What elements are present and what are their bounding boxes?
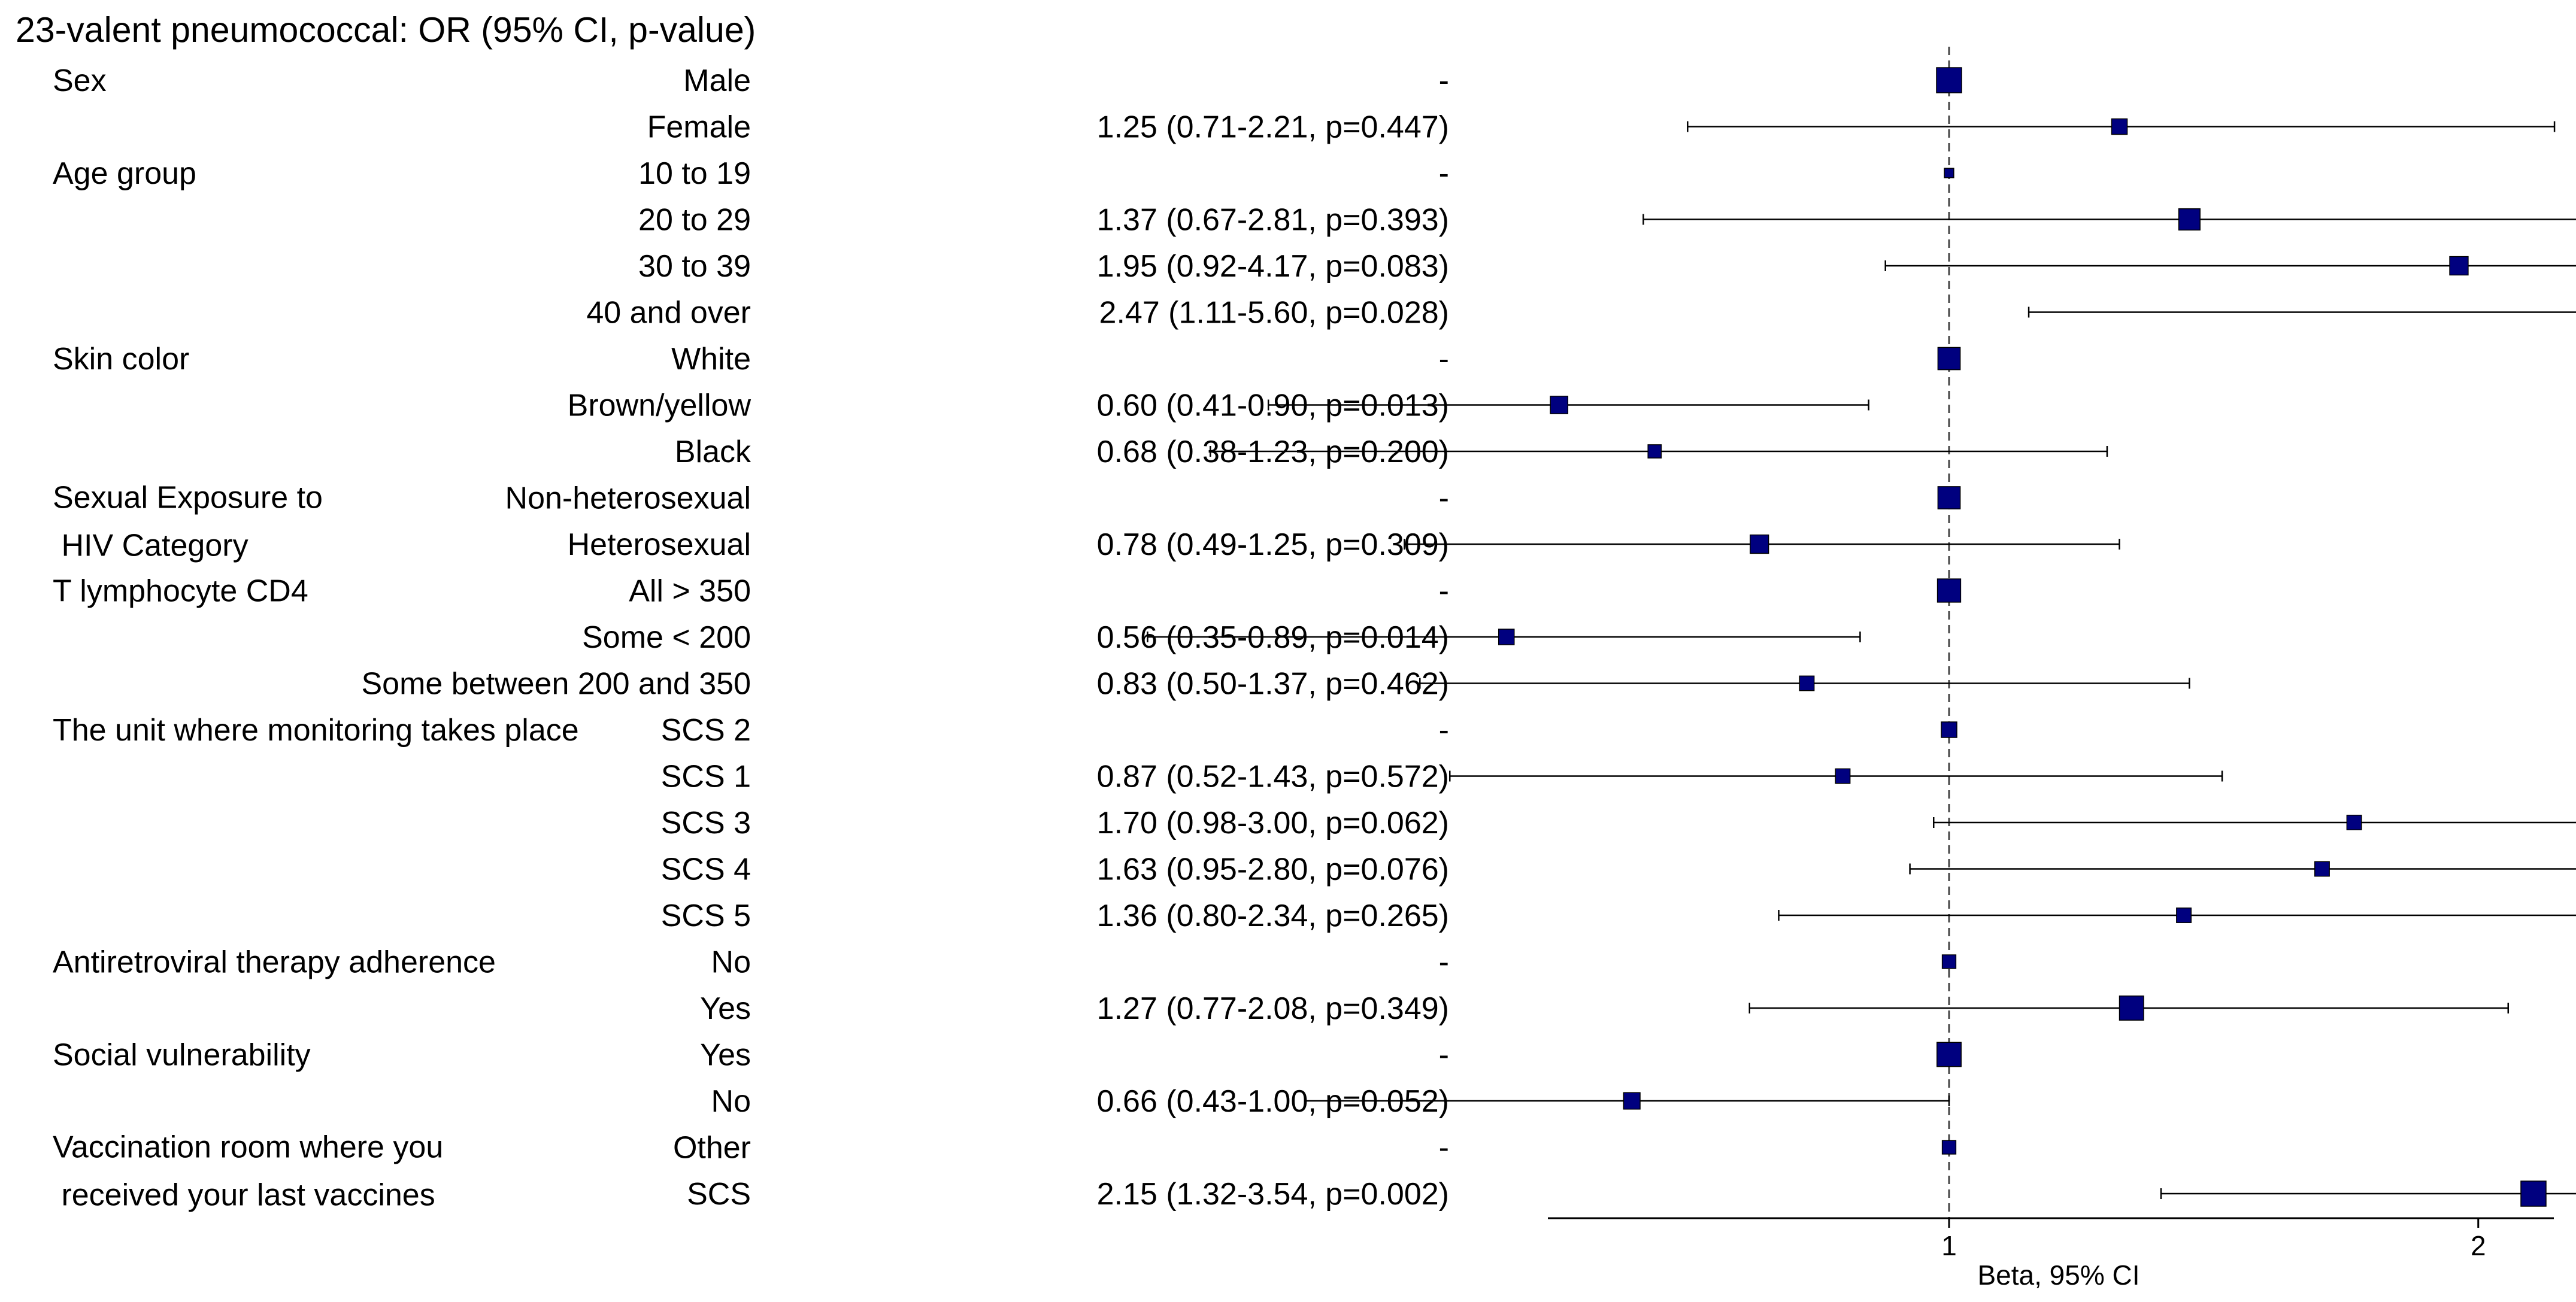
row-level-label: SCS 2	[661, 713, 751, 748]
row-ci-text: -	[1439, 481, 1449, 516]
row-ci-text: -	[1439, 1038, 1449, 1073]
row-level-label: Yes	[700, 991, 751, 1026]
row-ci-text: 0.87 (0.52-1.43, p=0.572)	[1097, 760, 1449, 794]
row-ci-text: -	[1439, 1131, 1449, 1166]
point-estimate-marker	[1936, 578, 1962, 603]
point-estimate-marker	[1941, 721, 1957, 738]
group-label: Social vulnerability	[53, 1038, 311, 1073]
point-estimate-marker	[1799, 675, 1815, 691]
row-ci-text: -	[1439, 713, 1449, 748]
row-level-label: No	[711, 945, 751, 980]
row-level-label: White	[671, 342, 751, 377]
row-ci-text: -	[1439, 156, 1449, 191]
point-estimate-marker	[1936, 1042, 1962, 1067]
row-ci-text: -	[1439, 945, 1449, 980]
row-level-label: Some < 200	[582, 620, 751, 655]
point-estimate-marker	[2111, 118, 2128, 135]
row-level-label: SCS 4	[661, 852, 751, 887]
row-ci-text: 1.63 (0.95-2.80, p=0.076)	[1097, 852, 1449, 887]
row-level-label: Heterosexual	[568, 527, 751, 562]
point-estimate-marker	[2176, 908, 2192, 923]
group-label: Vaccination room where you	[53, 1130, 443, 1164]
row-level-label: Brown/yellow	[568, 389, 751, 423]
plot-layer: 123456	[1147, 47, 2576, 1261]
row-level-label: Male	[683, 63, 751, 98]
row-ci-text: -	[1439, 342, 1449, 377]
group-label: The unit where monitoring takes place	[53, 713, 579, 748]
row-level-label: No	[711, 1084, 751, 1119]
point-estimate-marker	[2346, 815, 2362, 830]
row-level-label: SCS	[687, 1177, 751, 1212]
group-label: Antiretroviral therapy adherence	[53, 945, 496, 980]
row-ci-text: 1.70 (0.98-3.00, p=0.062)	[1097, 806, 1449, 840]
row-level-label: Yes	[700, 1038, 751, 1073]
row-level-label: 40 and over	[586, 296, 751, 330]
group-label: T lymphocyte CD4	[53, 574, 308, 609]
point-estimate-marker	[1944, 168, 1954, 178]
point-estimate-marker	[2449, 256, 2469, 276]
point-estimate-marker	[2520, 1180, 2547, 1207]
row-ci-text: 1.25 (0.71-2.21, p=0.447)	[1097, 110, 1449, 145]
x-axis-label: Beta, 95% CI	[1977, 1259, 2139, 1291]
group-label: Skin color	[53, 342, 189, 377]
row-level-label: SCS 3	[661, 806, 751, 840]
row-ci-text: 1.37 (0.67-2.81, p=0.393)	[1097, 203, 1449, 238]
point-estimate-marker	[1647, 444, 1662, 459]
row-ci-text: 2.15 (1.32-3.54, p=0.002)	[1097, 1177, 1449, 1212]
point-estimate-marker	[2314, 861, 2330, 877]
point-estimate-marker	[1937, 486, 1961, 509]
row-level-label: 20 to 29	[638, 203, 751, 238]
point-estimate-marker	[2119, 996, 2144, 1021]
group-label: Age group	[53, 156, 196, 191]
point-estimate-marker	[1498, 629, 1515, 645]
row-ci-text: -	[1439, 63, 1449, 98]
row-level-label: Female	[647, 110, 751, 145]
point-estimate-marker	[1937, 347, 1961, 371]
point-estimate-marker	[1835, 768, 1851, 784]
row-ci-text: 1.36 (0.80-2.34, p=0.265)	[1097, 899, 1449, 933]
row-level-label: Non-heterosexual	[505, 481, 751, 516]
row-ci-text: 1.95 (0.92-4.17, p=0.083)	[1097, 249, 1449, 284]
group-label: received your last vaccines	[53, 1177, 435, 1212]
row-ci-text: -	[1439, 574, 1449, 609]
row-level-label: Some between 200 and 350	[361, 667, 751, 702]
row-ci-text: 0.78 (0.49-1.25, p=0.309)	[1097, 527, 1449, 562]
point-estimate-marker	[1941, 1140, 1957, 1155]
row-ci-text: 0.83 (0.50-1.37, p=0.462)	[1097, 667, 1449, 702]
row-level-label: SCS 5	[661, 899, 751, 933]
row-level-label: SCS 1	[661, 760, 751, 794]
group-label: Sex	[53, 63, 107, 98]
point-estimate-marker	[1550, 396, 1569, 414]
point-estimate-marker	[1936, 67, 1962, 93]
row-level-label: 10 to 19	[638, 156, 751, 191]
row-ci-text: 2.47 (1.11-5.60, p=0.028)	[1099, 296, 1449, 330]
chart-title: 23-valent pneumococcal: OR (95% CI, p-va…	[16, 10, 756, 50]
group-label: HIV Category	[53, 528, 248, 563]
row-level-label: Other	[673, 1131, 751, 1166]
group-label: Sexual Exposure to	[53, 480, 323, 515]
point-estimate-marker	[2178, 208, 2201, 231]
row-level-label: 30 to 39	[638, 249, 751, 284]
row-ci-text: 1.27 (0.77-2.08, p=0.349)	[1097, 991, 1449, 1026]
row-level-label: Black	[675, 435, 751, 469]
x-tick-label: 2	[2471, 1230, 2486, 1261]
point-estimate-marker	[1941, 954, 1957, 969]
x-tick-label: 1	[1941, 1230, 1957, 1261]
point-estimate-marker	[1750, 534, 1769, 554]
point-estimate-marker	[1623, 1092, 1641, 1110]
row-level-label: All > 350	[629, 574, 751, 609]
label-layer: Male - Female 1.25 (0.71-2.21, p=0.447) Sex 1…	[53, 63, 1449, 1212]
